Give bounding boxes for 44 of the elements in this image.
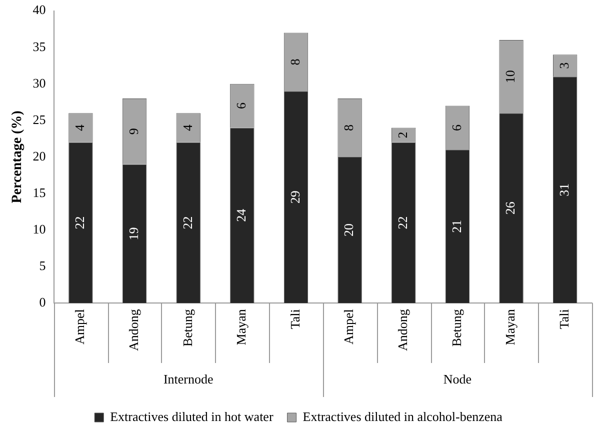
y-tick-label: 35 <box>32 38 46 54</box>
data-label: 22 <box>72 216 88 230</box>
data-label: 8 <box>287 58 302 66</box>
data-label: 22 <box>180 216 195 230</box>
y-tick-label: 15 <box>32 184 46 200</box>
x-tick-label: Mayan <box>234 308 249 346</box>
x-tick-label: Andong <box>126 308 141 351</box>
data-label: 19 <box>126 227 141 240</box>
data-label: 31 <box>556 183 572 196</box>
data-label: 3 <box>556 62 572 69</box>
x-tick-label: Andong <box>395 308 410 351</box>
x-tick-label: Mayan <box>502 308 518 346</box>
data-label: 6 <box>448 124 464 131</box>
data-label: 2 <box>395 132 410 138</box>
data-label: 24 <box>234 208 249 222</box>
y-tick-label: 20 <box>32 148 46 164</box>
x-tick-label: Tali <box>287 308 302 330</box>
y-tick-label: 30 <box>32 75 46 90</box>
data-label: 29 <box>287 190 302 204</box>
data-label: 4 <box>72 124 88 131</box>
text: Node <box>443 371 472 386</box>
data-label: 4 <box>180 124 195 131</box>
x-tick-label: Betung <box>448 308 464 347</box>
x-tick-label: Tali <box>556 308 572 330</box>
y-tick-label: 5 <box>39 258 46 273</box>
x-tick-label: Betung <box>180 308 195 347</box>
data-label: 22 <box>395 216 410 230</box>
y-tick-label: 0 <box>39 294 46 310</box>
y-tick-label: 10 <box>32 221 46 236</box>
legend-label: Extractives diluted in hot water <box>110 408 274 424</box>
data-label: 26 <box>502 201 518 215</box>
x-tick-label: Ampel <box>341 308 356 344</box>
text: Internode <box>163 371 214 386</box>
x-tick-label: Ampel <box>72 308 88 344</box>
data-label: 20 <box>341 224 356 237</box>
y-axis-title: Percentage (%) <box>10 110 26 204</box>
y-tick-label: 25 <box>32 112 46 127</box>
legend-label: Extractives diluted in alcohol-benzena <box>302 408 503 424</box>
y-tick-label: 40 <box>32 2 46 18</box>
data-label: 9 <box>126 128 141 135</box>
data-label: 21 <box>448 220 464 233</box>
data-label: 10 <box>502 70 518 84</box>
data-label: 8 <box>341 124 356 131</box>
data-label: 6 <box>234 102 249 110</box>
